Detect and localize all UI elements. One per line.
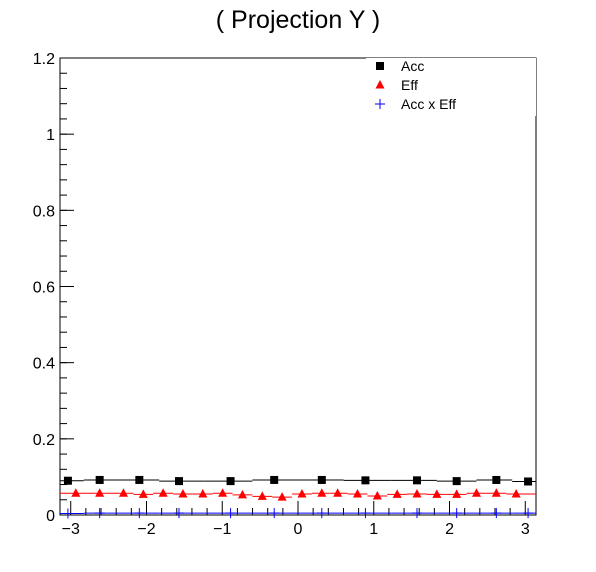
legend-marker [375, 99, 385, 109]
data-point [317, 475, 326, 484]
data-point [452, 489, 462, 498]
data-point [135, 475, 144, 484]
data-point [360, 508, 371, 519]
legend-marker [376, 62, 384, 70]
data-point [277, 492, 287, 501]
data-point [524, 477, 533, 486]
legend-label: Acc x Eff [401, 96, 456, 112]
data-point [218, 488, 228, 497]
x-tick-label: 3 [521, 521, 530, 538]
x-tick-label: 0 [294, 521, 303, 538]
data-point [118, 488, 128, 497]
data-point [237, 489, 247, 499]
data-point [63, 476, 72, 485]
series-triangle [60, 488, 536, 501]
data-point [491, 488, 501, 497]
y-tick-label: 0.6 [33, 280, 55, 297]
legend-label: Acc [401, 58, 424, 74]
data-point [174, 477, 183, 486]
y-tick-label: 0.8 [33, 203, 55, 220]
data-point [297, 489, 307, 498]
legend-marker [375, 80, 385, 89]
data-point [413, 476, 422, 485]
data-point [270, 475, 279, 484]
data-point [134, 508, 145, 519]
data-point [62, 508, 73, 519]
data-point [317, 488, 327, 497]
x-tick-label: 1 [369, 521, 378, 538]
data-point [138, 489, 148, 498]
data-point [511, 489, 521, 498]
data-point [412, 508, 423, 519]
x-tick-label: 2 [445, 521, 454, 538]
legend-box [366, 58, 536, 116]
data-point [451, 508, 462, 519]
legend: Acc Eff Acc x Eff [366, 58, 536, 116]
x-tick-label: −3 [62, 521, 80, 538]
series-cross [60, 508, 536, 519]
y-tick-label: 0.4 [33, 356, 55, 373]
data-point [392, 489, 402, 498]
data-point [316, 508, 327, 519]
data-point [269, 508, 280, 519]
data-point [353, 489, 363, 498]
data-point [198, 489, 208, 498]
data-point [491, 508, 502, 519]
y-tick-label: 0.2 [33, 432, 55, 449]
x-tick-label: −2 [137, 521, 155, 538]
data-point [257, 491, 267, 500]
data-point [94, 508, 105, 519]
data-point [225, 508, 236, 519]
data-point [523, 508, 534, 519]
x-tick-label: −1 [213, 521, 231, 538]
legend-label: Eff [401, 77, 418, 93]
data-point [492, 475, 501, 484]
data-point [472, 488, 482, 497]
data-point [95, 488, 105, 497]
data-point [361, 476, 370, 485]
chart-title: ( Projection Y ) [215, 6, 381, 34]
y-tick-label: 0 [46, 508, 55, 525]
data-point [158, 488, 168, 497]
data-point [95, 475, 104, 484]
y-tick-label: 1 [46, 127, 55, 144]
data-point [372, 490, 382, 500]
data-point [178, 489, 188, 498]
data-point [452, 477, 461, 486]
y-tick-label: 1.2 [33, 51, 55, 68]
data-point [173, 508, 184, 519]
data-point [71, 488, 81, 497]
data-point [412, 489, 422, 498]
data-point [226, 477, 235, 486]
data-point [333, 488, 343, 497]
plot-frame [59, 57, 537, 516]
series-square [60, 475, 536, 486]
data-point [432, 489, 442, 498]
